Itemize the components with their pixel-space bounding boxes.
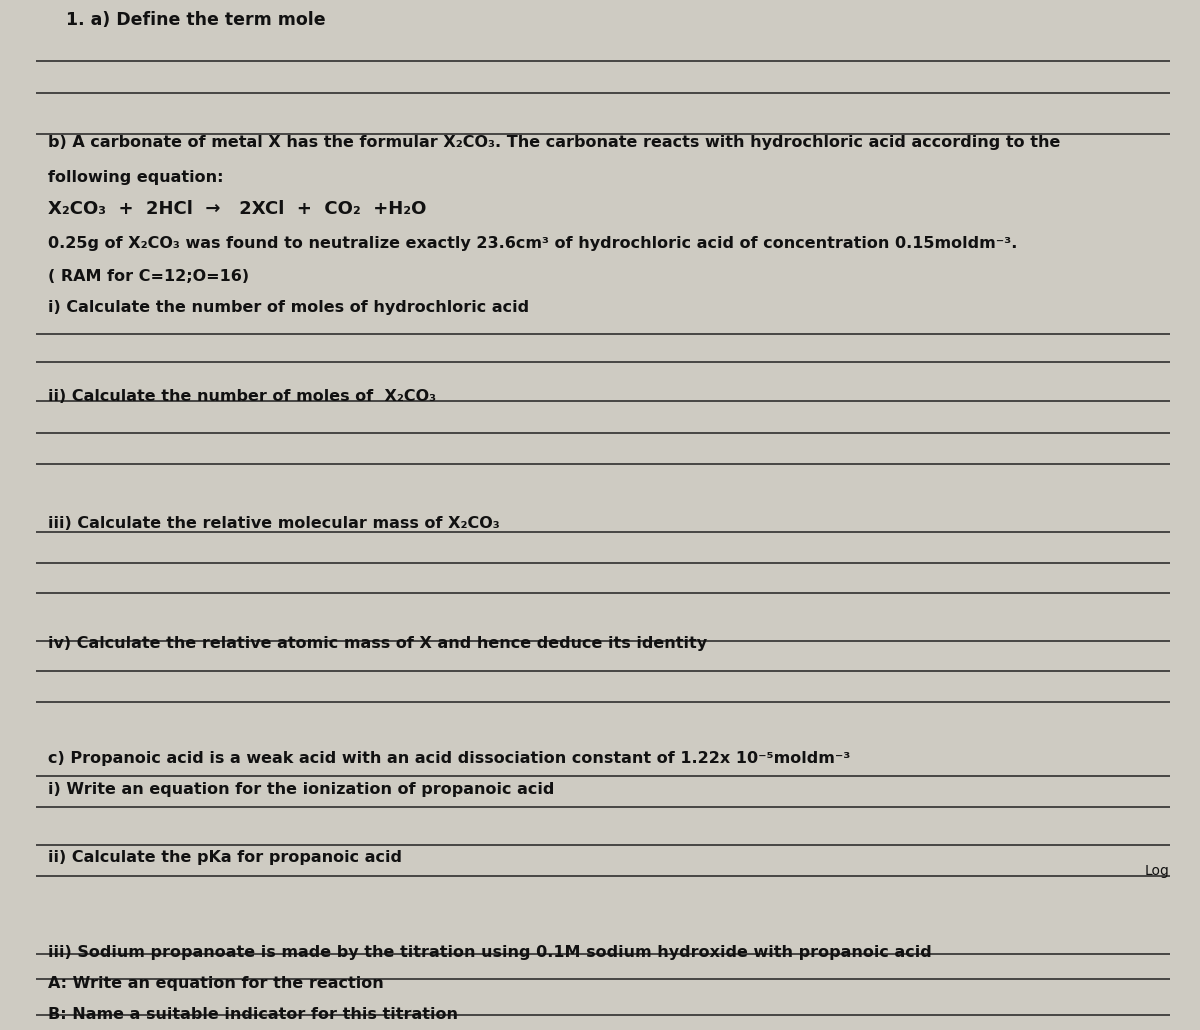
Text: i) Write an equation for the ionization of propanoic acid: i) Write an equation for the ionization … — [48, 782, 554, 797]
Text: iii) Calculate the relative molecular mass of X₂CO₃: iii) Calculate the relative molecular ma… — [48, 516, 499, 531]
Text: B: Name a suitable indicator for this titration: B: Name a suitable indicator for this ti… — [48, 1006, 458, 1022]
Text: iv) Calculate the relative atomic mass of X and hence deduce its identity: iv) Calculate the relative atomic mass o… — [48, 636, 707, 651]
Text: 0.25g of X₂CO₃ was found to neutralize exactly 23.6cm³ of hydrochloric acid of c: 0.25g of X₂CO₃ was found to neutralize e… — [48, 236, 1018, 251]
Text: 1. a) Define the term mole: 1. a) Define the term mole — [66, 11, 325, 29]
Text: A: Write an equation for the reaction: A: Write an equation for the reaction — [48, 975, 384, 991]
Text: ( RAM for C=12;O=16): ( RAM for C=12;O=16) — [48, 269, 250, 284]
Text: following equation:: following equation: — [48, 170, 223, 185]
Text: iii) Sodium propanoate is made by the titration using 0.1M sodium hydroxide with: iii) Sodium propanoate is made by the ti… — [48, 945, 931, 960]
Text: ii) Calculate the pKa for propanoic acid: ii) Calculate the pKa for propanoic acid — [48, 850, 402, 865]
Text: i) Calculate the number of moles of hydrochloric acid: i) Calculate the number of moles of hydr… — [48, 300, 529, 315]
Text: b) A carbonate of metal X has the formular X₂CO₃. The carbonate reacts with hydr: b) A carbonate of metal X has the formul… — [48, 135, 1061, 150]
Text: c) Propanoic acid is a weak acid with an acid dissociation constant of 1.22x 10⁻: c) Propanoic acid is a weak acid with an… — [48, 751, 851, 766]
Text: Log: Log — [1145, 863, 1170, 878]
Text: X₂CO₃  +  2HCl  →   2XCl  +  CO₂  +H₂O: X₂CO₃ + 2HCl → 2XCl + CO₂ +H₂O — [48, 201, 426, 218]
Text: ii) Calculate the number of moles of  X₂CO₃: ii) Calculate the number of moles of X₂C… — [48, 388, 436, 404]
